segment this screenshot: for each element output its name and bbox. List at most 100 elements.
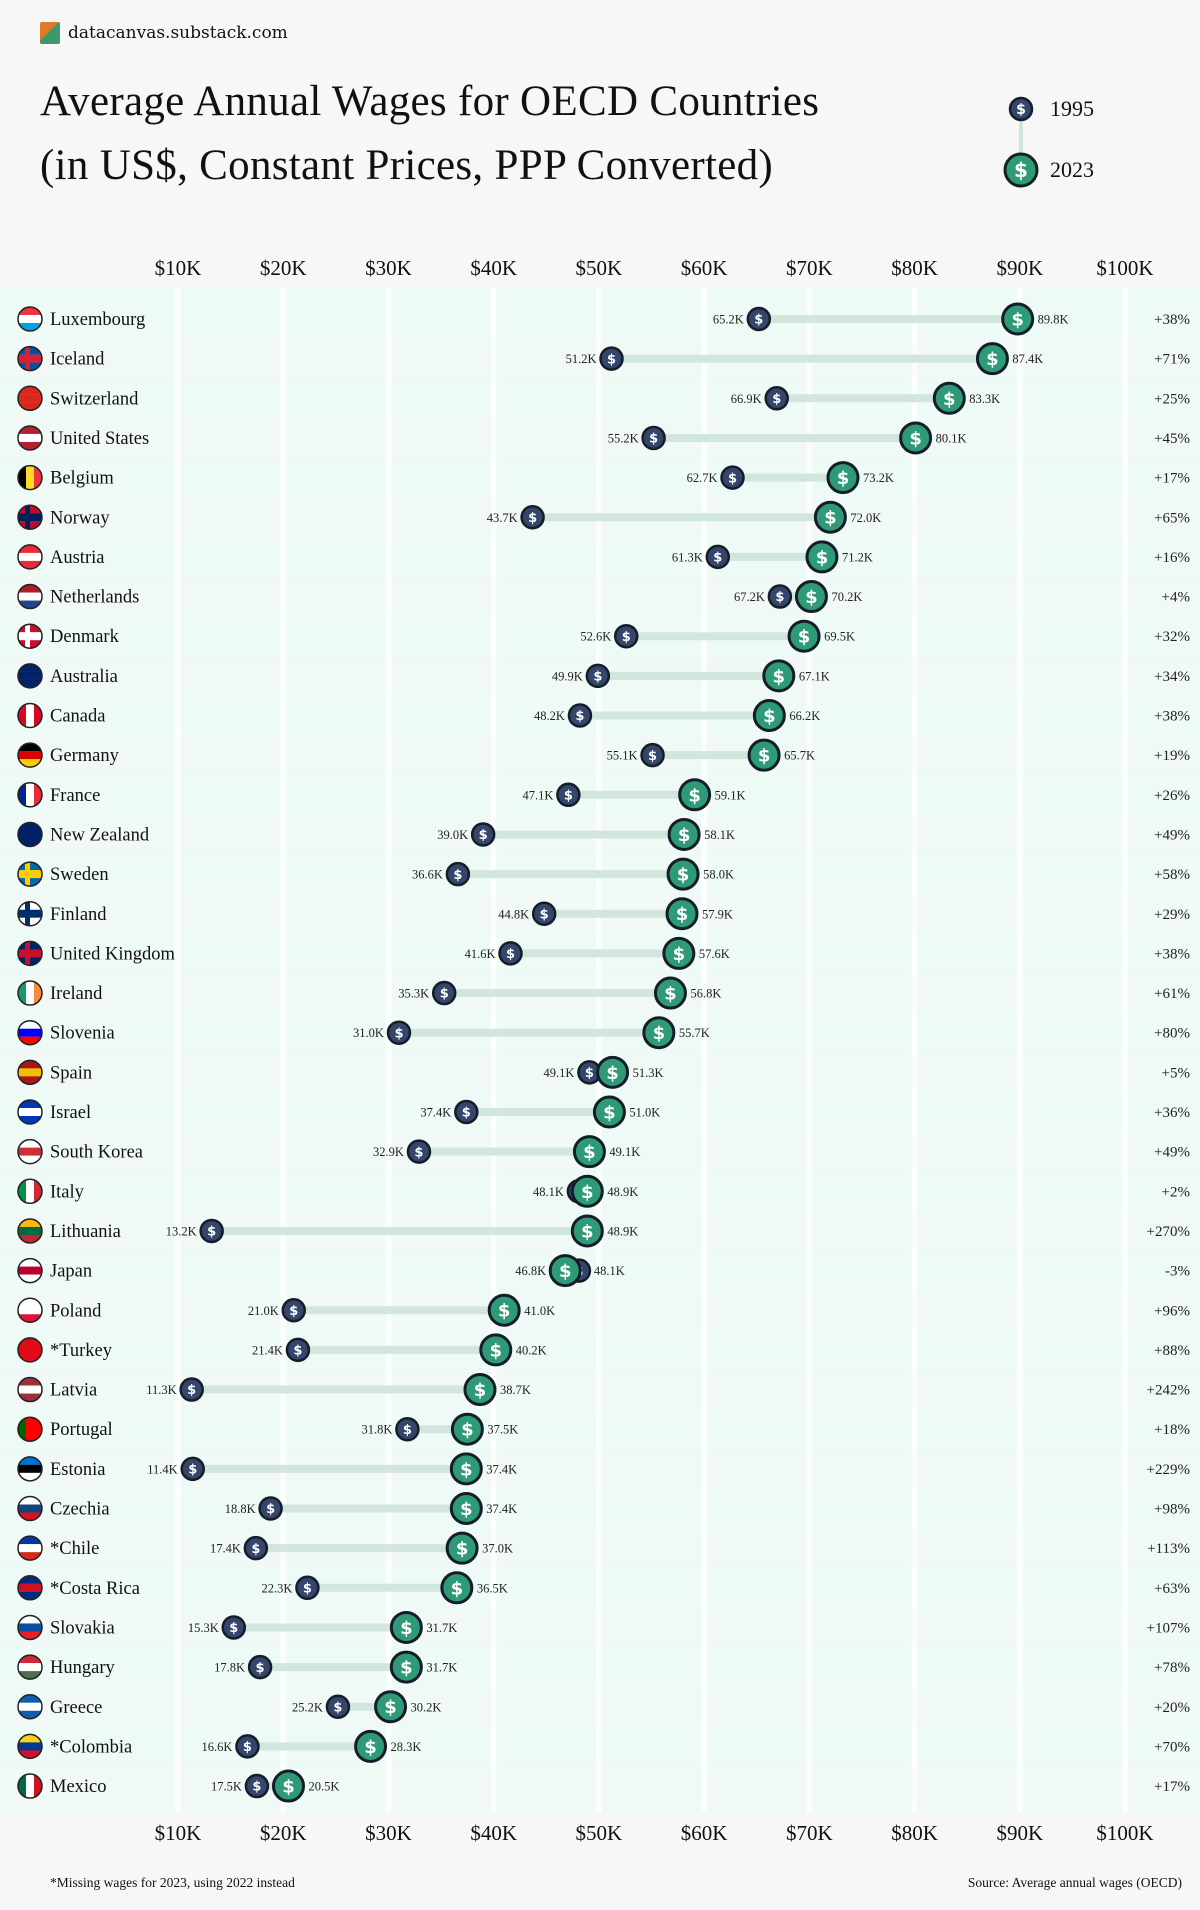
flag-icon bbox=[18, 1258, 42, 1283]
legend-item-2023: $ 2023 bbox=[1002, 151, 1094, 189]
flag-stripe bbox=[18, 1345, 42, 1354]
dollar-sign-icon: $ bbox=[773, 666, 786, 687]
dollar-sign-icon: $ bbox=[713, 551, 722, 566]
coin-circle bbox=[705, 544, 731, 570]
flag-border bbox=[17, 1694, 43, 1720]
flag-stripe bbox=[18, 560, 42, 569]
value-label-high: 30.2K bbox=[411, 1700, 442, 1714]
value-label-high: 58.0K bbox=[703, 868, 734, 882]
flag-icon bbox=[18, 1060, 42, 1085]
country-label: Denmark bbox=[50, 627, 120, 647]
coin-2023: $ bbox=[374, 1690, 408, 1724]
coin-1995: $ bbox=[764, 386, 789, 411]
flag-stripe bbox=[34, 703, 42, 728]
value-label-low: 51.2K bbox=[566, 352, 597, 366]
x-tick-label: $80K bbox=[891, 256, 938, 280]
flag-stripe bbox=[18, 592, 42, 601]
value-label-high: 70.2K bbox=[831, 590, 862, 604]
value-label-low: 49.9K bbox=[552, 669, 583, 683]
flag-border bbox=[17, 1138, 43, 1165]
country-row: Switzerland 66.9K 83.3K +25% bbox=[17, 385, 1190, 412]
coin-circle bbox=[374, 1690, 408, 1724]
coin-circle bbox=[752, 699, 786, 732]
country-row: *Costa Rica 22.3K 36.5K +63% bbox=[17, 1575, 1190, 1601]
coin-2023: $ bbox=[1001, 302, 1035, 336]
flag-stripe bbox=[34, 1774, 42, 1799]
flag-icon bbox=[18, 1655, 42, 1680]
coin-circle bbox=[520, 505, 545, 530]
flag-stripe bbox=[18, 1076, 42, 1085]
flag-border bbox=[17, 663, 43, 689]
value-label-low: 32.9K bbox=[373, 1145, 404, 1159]
x-tick-label: $10K bbox=[155, 1821, 202, 1845]
flag-stripe bbox=[18, 1100, 42, 1109]
flag-border bbox=[17, 1416, 43, 1442]
value-label-high: 71.2K bbox=[842, 550, 873, 564]
coin-circle bbox=[247, 1654, 273, 1680]
flag-stripe bbox=[18, 703, 27, 728]
country-row: Czechia 18.8K 37.4K +98% bbox=[17, 1495, 1190, 1522]
country-row: Norway 43.7K 72.0K +65% bbox=[17, 504, 1190, 530]
coin-circle bbox=[271, 1769, 305, 1803]
country-label: Slovenia bbox=[50, 1024, 115, 1044]
dollar-sign-icon: $ bbox=[585, 1066, 594, 1081]
x-tick-label: $70K bbox=[786, 1821, 833, 1845]
flag-border bbox=[17, 583, 43, 610]
value-label-low: 47.1K bbox=[522, 788, 553, 802]
flag-stripe bbox=[34, 1179, 42, 1204]
coin-circle bbox=[975, 342, 1009, 376]
dollar-sign-icon: $ bbox=[581, 1221, 594, 1242]
legend-label-1995: 1995 bbox=[1050, 96, 1094, 121]
coin-circle bbox=[556, 782, 581, 808]
svg-text:$: $ bbox=[1014, 158, 1028, 182]
dollar-sign-icon: $ bbox=[593, 670, 602, 685]
coin-2023: $ bbox=[463, 1373, 497, 1407]
flag-cross bbox=[25, 862, 30, 887]
value-label-high: 48.9K bbox=[607, 1224, 638, 1238]
dollar-sign-icon: $ bbox=[763, 706, 776, 727]
value-label-low: 18.8K bbox=[225, 1502, 256, 1516]
percent-change: +107% bbox=[1147, 1620, 1190, 1636]
country-row: Germany 55.1K 65.7K +19% bbox=[17, 742, 1190, 768]
coin-1995: $ bbox=[247, 1654, 273, 1680]
dollar-sign-icon: $ bbox=[909, 428, 922, 449]
flag-stripe bbox=[18, 1068, 42, 1077]
x-tick-label: $100K bbox=[1096, 256, 1153, 280]
coin-circle bbox=[470, 822, 496, 847]
coin-2023-icon: $ bbox=[1003, 152, 1039, 188]
dollar-sign-icon: $ bbox=[490, 1340, 503, 1361]
country-label: *Colombia bbox=[50, 1737, 132, 1757]
coin-circle bbox=[585, 663, 611, 689]
flag-stripe bbox=[18, 1298, 42, 1307]
coin-2023: $ bbox=[932, 381, 966, 415]
dollar-sign-icon: $ bbox=[622, 630, 631, 645]
value-label-high: 73.2K bbox=[863, 471, 894, 485]
x-axis-bottom: $10K $20K $30K $40K $50K $60K $70K $80K $90K $100… bbox=[155, 1821, 1154, 1845]
dollar-sign-icon: $ bbox=[440, 987, 449, 1002]
percent-change: +242% bbox=[1147, 1383, 1190, 1399]
flag-stripe bbox=[18, 425, 42, 435]
value-label-low: 15.3K bbox=[188, 1621, 219, 1635]
dollar-sign-icon: $ bbox=[207, 1225, 216, 1240]
country-label: Austria bbox=[50, 548, 104, 568]
value-label-high: 36.5K bbox=[477, 1581, 508, 1595]
flag-stripe bbox=[18, 1020, 42, 1029]
percent-change: +29% bbox=[1154, 907, 1190, 923]
site-logo-icon bbox=[40, 22, 60, 44]
flag-stripe bbox=[18, 1774, 27, 1799]
flag-icon bbox=[18, 862, 42, 887]
country-row: Sweden 36.6K 58.0K +58% bbox=[17, 861, 1190, 887]
dollar-sign-icon: $ bbox=[943, 389, 956, 410]
flag-stripe bbox=[18, 1218, 42, 1228]
flag-stripe bbox=[18, 1393, 42, 1402]
country-row: Latvia 11.3K 38.7K +242% bbox=[17, 1376, 1190, 1403]
flag-stripe bbox=[26, 1774, 35, 1799]
dollar-sign-icon: $ bbox=[581, 1182, 594, 1203]
percent-change: +88% bbox=[1154, 1343, 1190, 1359]
coin-circle bbox=[531, 901, 557, 926]
flag-cross bbox=[25, 624, 30, 649]
dollar-sign-icon: $ bbox=[460, 1499, 473, 1520]
percent-change: +17% bbox=[1154, 471, 1190, 487]
dollar-sign-icon: $ bbox=[400, 1658, 413, 1679]
flag-stripe bbox=[18, 1417, 27, 1442]
